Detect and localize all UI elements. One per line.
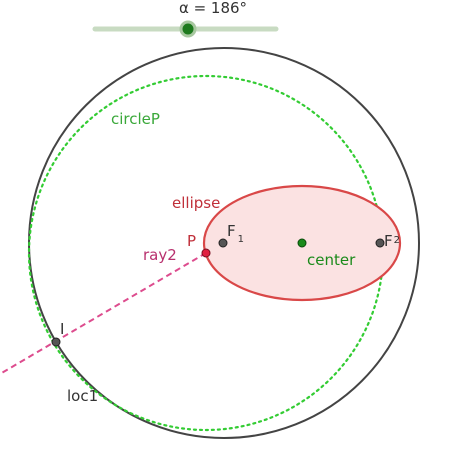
center-point[interactable] [298, 239, 306, 247]
slider-label: α = 186° [179, 0, 247, 17]
circle-p-label: circleP [111, 110, 160, 128]
focus-1-main: F [227, 222, 236, 240]
center-label: center [307, 251, 356, 269]
focus-1-point[interactable] [219, 239, 227, 247]
point-p-label: P [187, 232, 196, 250]
ellipse-label: ellipse [172, 194, 220, 212]
point-i-label: I [60, 320, 64, 338]
ray-label: ray2 [143, 246, 177, 264]
point-p[interactable] [202, 249, 210, 257]
focus-2-point[interactable] [376, 239, 384, 247]
focus-2-sub: 2 [394, 235, 400, 246]
locus-label: loc1 [67, 387, 98, 405]
focus-1-sub: 1 [238, 234, 244, 245]
focus-2-main: F [384, 232, 393, 250]
point-i[interactable] [52, 338, 60, 346]
angle-slider[interactable]: α = 186° [95, 0, 276, 36]
slider-handle[interactable] [181, 22, 195, 36]
